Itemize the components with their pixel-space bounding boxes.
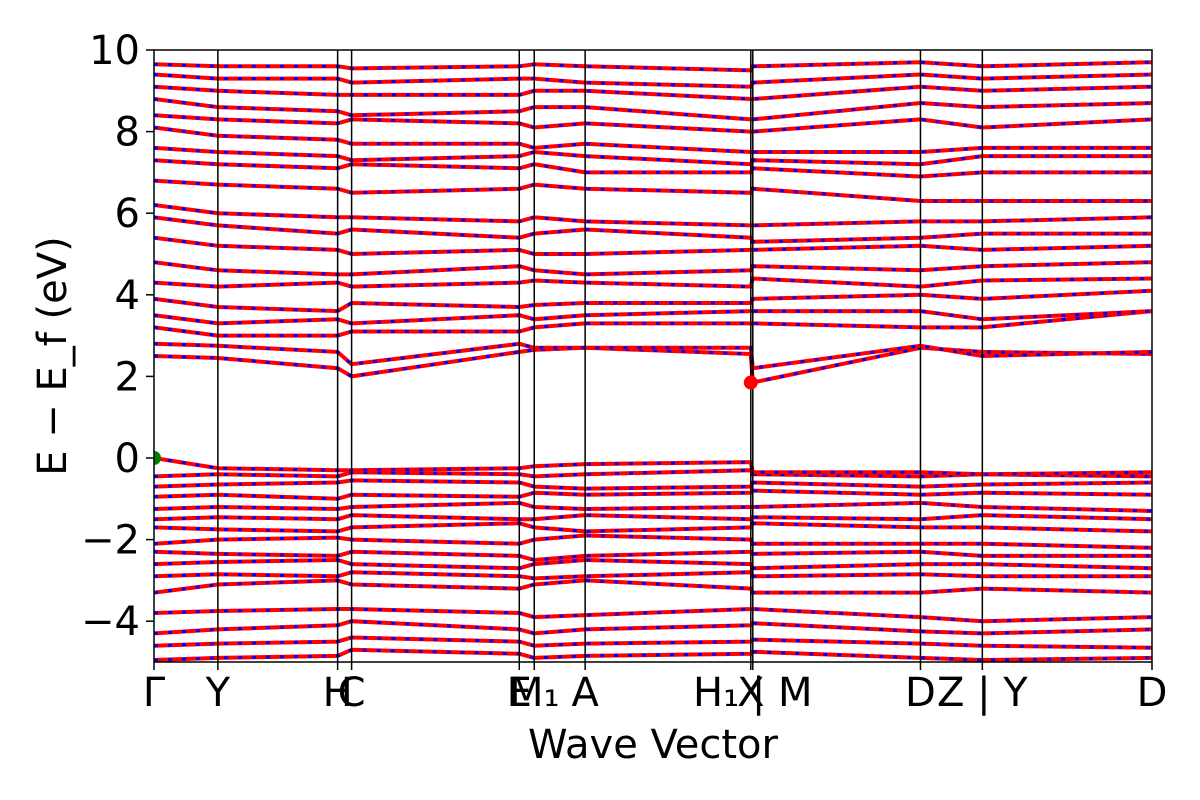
band-line-down [154, 276, 1152, 289]
x-tick-label: M₁ [509, 670, 560, 716]
band-line-down [154, 72, 1152, 89]
band-line-down [154, 521, 1152, 533]
extrema-markers-group [154, 375, 758, 465]
band-line-down [154, 260, 1152, 276]
y-tick-label: 10 [89, 28, 140, 74]
vbm-marker [154, 451, 161, 465]
band-line-down [154, 456, 1152, 476]
band-line-down [154, 126, 1152, 154]
band-line-down [154, 309, 1152, 338]
y-tick-label: 8 [115, 110, 140, 156]
y-axis-title: E − E_f (eV) [30, 236, 76, 475]
band-line-down [154, 570, 1152, 580]
y-tick-label: 0 [115, 436, 140, 482]
x-tick-label: X [737, 670, 764, 716]
band-line-down [154, 97, 1152, 121]
band-line-down [154, 289, 1152, 313]
band-line-down [154, 550, 1152, 562]
y-tick-label: −4 [81, 599, 140, 645]
band-line-down [154, 215, 1152, 244]
bands-group [154, 60, 1152, 662]
x-tick-label: C [338, 670, 366, 716]
band-line-down [154, 158, 1152, 179]
band-line-down [154, 113, 1152, 134]
band-line-down [154, 146, 1152, 166]
x-tick-label: E [507, 670, 532, 716]
band-line-down [154, 468, 1152, 478]
band-line-down [154, 558, 1152, 570]
band-line-down [154, 648, 1152, 662]
band-line-down [154, 533, 1152, 550]
band-line-down [154, 619, 1152, 635]
x-tick-label: D [1137, 670, 1168, 716]
band-line-down [154, 309, 1152, 325]
band-line-down [154, 489, 1152, 501]
band-line-down [154, 607, 1152, 623]
x-tick-label: A [571, 670, 599, 716]
band-line-down [154, 501, 1152, 513]
band-line-down [154, 60, 1152, 72]
band-line-down [154, 85, 1152, 101]
band-line-down [154, 478, 1152, 491]
band-line-up [154, 341, 1152, 371]
x-tick-label: Γ [143, 670, 166, 716]
x-tick-label: H₁ | M [693, 670, 813, 716]
plot-frame [153, 49, 1153, 663]
band-line-down [154, 513, 1152, 521]
y-tick-label: 4 [115, 273, 140, 319]
band-line-down [154, 236, 1152, 256]
x-axis-title: Wave Vector [528, 722, 779, 768]
band-line-down [154, 635, 1152, 650]
y-tick-label: −2 [81, 518, 140, 564]
y-tick-label: 6 [115, 191, 140, 237]
x-tick-label: Y [205, 670, 231, 716]
band-line-down [154, 578, 1152, 595]
cbm-marker [743, 375, 758, 390]
y-axis-ticks: −4 −2 0 2 4 6 8 10 [81, 28, 154, 645]
band-line-down [154, 179, 1152, 203]
x-tick-label: H [323, 670, 353, 716]
x-tick-label: D [905, 670, 936, 716]
band-line-down [154, 203, 1152, 227]
y-tick-label: 2 [115, 354, 140, 400]
x-tick-label: Z | Y [937, 670, 1028, 716]
kpoint-lines-group [217, 50, 984, 662]
